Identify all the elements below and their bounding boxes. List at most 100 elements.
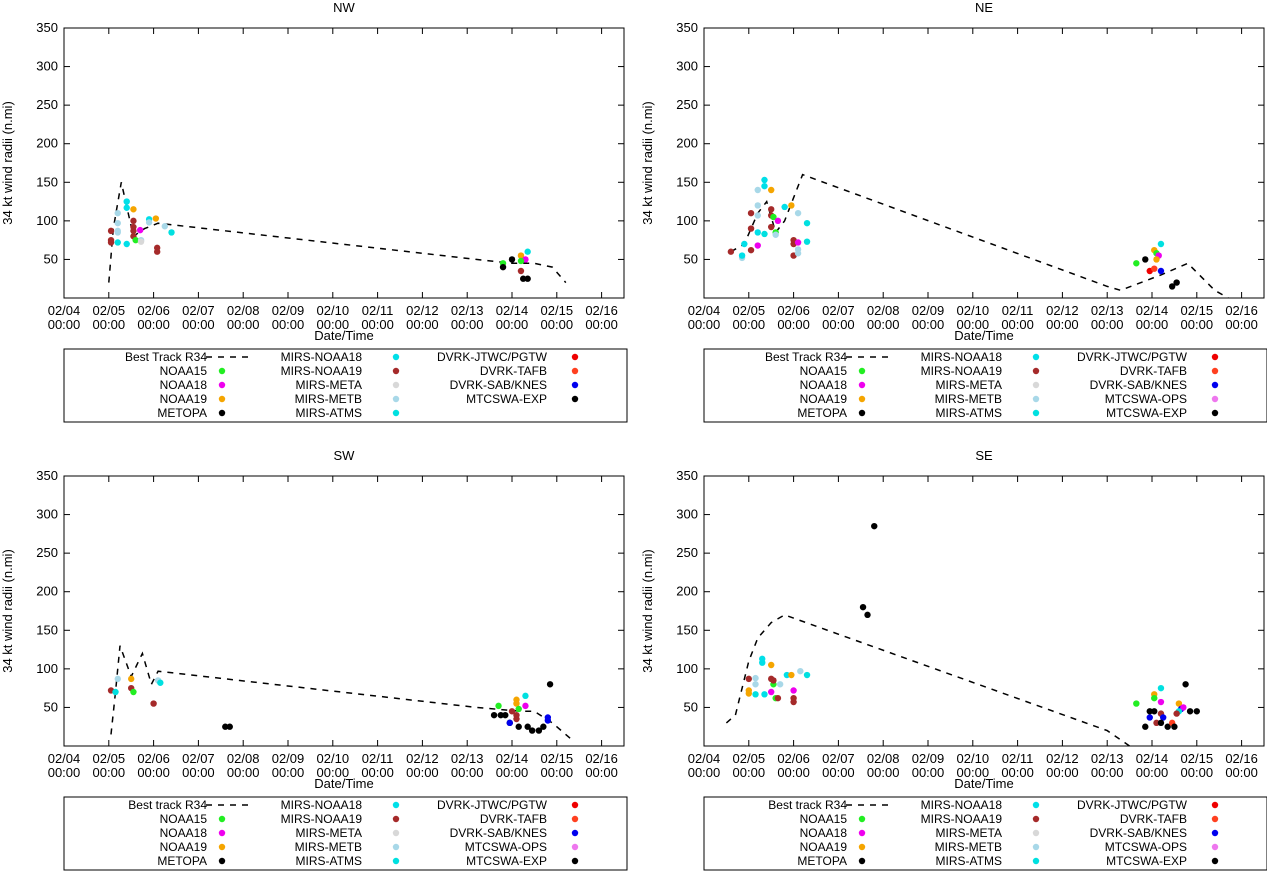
point-mirs-atms	[1157, 684, 1165, 692]
legend-swatch	[218, 857, 226, 865]
point-metopa	[1164, 723, 1171, 730]
y-tick-label: 50	[44, 699, 58, 714]
legend-label: DVRK-SAB/KNES	[1090, 826, 1187, 840]
y-tick-label: 250	[36, 545, 58, 560]
legend-label: NOAA15	[800, 364, 848, 378]
point-noaa18	[136, 226, 144, 234]
x-tick-label-date: 02/06	[777, 751, 810, 766]
point-metopa	[520, 275, 527, 282]
point-dvrk-sab-knes	[1160, 714, 1167, 721]
point-noaa18	[1180, 704, 1187, 711]
legend-label: MIRS-META	[936, 378, 1002, 392]
point-mirs-metb	[794, 209, 802, 217]
legend-label: DVRK-JTWC/PGTW	[1077, 798, 1188, 812]
x-tick-label-date: 02/12	[406, 751, 439, 766]
point-mirs-noaa19	[727, 248, 735, 255]
legend-swatch	[1032, 367, 1040, 375]
plot-frame	[63, 475, 625, 747]
point-noaa19	[788, 671, 795, 679]
x-tick-label-time: 00:00	[451, 765, 484, 780]
legend-swatch	[571, 843, 579, 851]
x-tick-label-date: 02/09	[912, 303, 945, 318]
legend-label: MIRS-METB	[935, 840, 1002, 854]
point-metopa	[1142, 256, 1149, 263]
y-tick-label: 250	[36, 97, 58, 112]
x-tick-label-time: 00:00	[182, 765, 215, 780]
legend-label: MIRS-NOAA18	[921, 798, 1003, 812]
point-metopa	[222, 723, 229, 730]
x-tick-label-date: 02/08	[867, 751, 900, 766]
y-tick-label: 200	[676, 136, 698, 151]
x-tick-label-time: 00:00	[1136, 317, 1169, 332]
x-tick-label-date: 02/15	[1181, 303, 1214, 318]
legend-label: NOAA18	[160, 826, 208, 840]
y-tick-label: 350	[36, 468, 58, 483]
x-tick-label-date: 02/11	[1002, 751, 1034, 766]
x-tick-label-date: 02/12	[1046, 751, 1079, 766]
legend-label: MIRS-NOAA19	[281, 812, 363, 826]
x-tick-label-date: 02/10	[317, 751, 350, 766]
legend-swatch	[392, 353, 400, 361]
x-tick-label-date: 02/06	[777, 303, 810, 318]
point-mirs-noaa19	[107, 227, 115, 235]
legend-label: Best Track R34	[765, 350, 847, 364]
x-tick-label-time: 00:00	[1001, 765, 1034, 780]
legend-label: MIRS-META	[296, 826, 362, 840]
x-tick-label-time: 00:00	[733, 317, 766, 332]
point-noaa19	[152, 215, 160, 222]
legend-swatch	[1211, 353, 1219, 361]
legend-label: MIRS-ATMS	[296, 854, 362, 868]
legend-swatch	[1211, 367, 1219, 375]
point-dvrk-sab-knes	[506, 719, 513, 727]
point-metopa	[528, 727, 536, 734]
x-tick-label-time: 00:00	[1091, 317, 1124, 332]
point-metopa	[1142, 723, 1149, 730]
x-tick-label-date: 02/10	[957, 303, 990, 318]
legend-swatch	[1211, 857, 1219, 865]
x-tick-label-time: 00:00	[361, 765, 394, 780]
legend-label: NOAA19	[800, 392, 848, 406]
legend-swatch	[218, 381, 226, 389]
x-tick-label-time: 00:00	[585, 765, 618, 780]
point-mirs-atms	[114, 239, 121, 246]
point-mirs-atms	[803, 238, 811, 245]
y-tick-label: 250	[676, 545, 698, 560]
x-tick-label-date: 02/13	[451, 751, 484, 766]
point-mirs-noaa18	[123, 204, 130, 211]
x-tick-label-date: 02/10	[317, 303, 350, 318]
y-axis-label: 34 kt wind radii (n.mi)	[640, 549, 655, 673]
x-tick-label-date: 02/05	[93, 303, 126, 318]
y-tick-label: 300	[676, 507, 698, 522]
x-tick-label-time: 00:00	[1225, 317, 1258, 332]
point-mirs-noaa19	[130, 217, 137, 225]
point-noaa19	[513, 700, 520, 707]
x-tick-label-time: 00:00	[406, 765, 439, 780]
x-tick-label-date: 02/09	[912, 751, 945, 766]
legend-label: DVRK-JTWC/PGTW	[1077, 350, 1188, 364]
x-tick-label-time: 00:00	[1225, 765, 1258, 780]
legend-label: MIRS-METB	[935, 392, 1002, 406]
x-tick-label-time: 00:00	[496, 765, 529, 780]
x-tick-label-time: 00:00	[1136, 765, 1169, 780]
x-tick-label-date: 02/11	[362, 303, 394, 318]
point-mirs-metb	[776, 681, 784, 688]
x-tick-label-time: 00:00	[957, 765, 990, 780]
legend-box	[63, 348, 628, 423]
point-mirs-noaa18	[783, 671, 791, 679]
x-tick-label-date: 02/05	[93, 751, 126, 766]
legend-label: DVRK-TAFB	[1120, 812, 1187, 826]
chart-title: NE	[975, 0, 993, 15]
legend-label: MIRS-NOAA18	[921, 350, 1003, 364]
point-mirs-noaa19	[508, 708, 516, 715]
legend-swatch	[1032, 395, 1040, 403]
point-metopa	[502, 711, 509, 719]
x-tick-label-date: 02/10	[957, 751, 990, 766]
point-metopa	[546, 681, 554, 688]
point-noaa18	[774, 217, 782, 225]
x-tick-label-date: 02/14	[1136, 751, 1169, 766]
x-tick-label-time: 00:00	[541, 765, 574, 780]
legend-label: NOAA19	[800, 840, 848, 854]
x-tick-label-time: 00:00	[585, 317, 618, 332]
legend-box	[703, 348, 1267, 423]
panel-nw: NW5010015020025030035002/0400:0002/0500:…	[0, 0, 628, 423]
